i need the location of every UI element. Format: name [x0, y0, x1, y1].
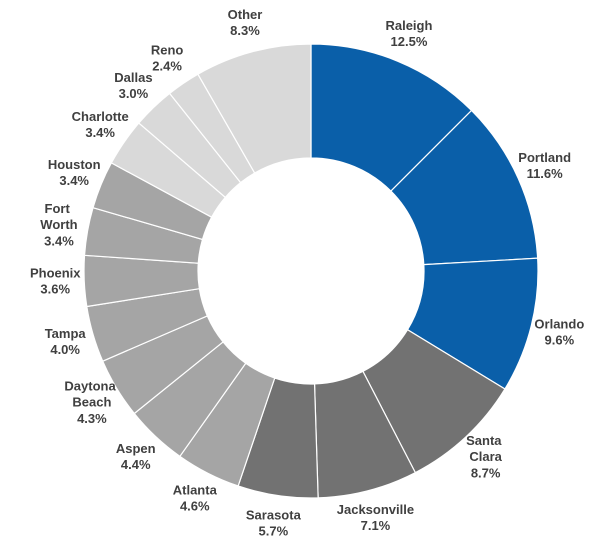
slice-value-label: 3.4% [59, 173, 89, 188]
slice-value-label: 4.6% [180, 499, 210, 514]
slice-label: Tampa [45, 326, 87, 341]
slice-value-label: 2.4% [152, 59, 182, 74]
slice-label: Phoenix [30, 266, 81, 281]
slice-label: Aspen [116, 441, 156, 456]
slice-label: Houston [48, 157, 101, 172]
slice-label: Other [228, 7, 263, 22]
slice-value-label: 3.4% [85, 125, 115, 140]
slice-value-label: 4.3% [77, 411, 107, 426]
slice-value-label: 8.3% [230, 23, 260, 38]
slice-value-label: 4.4% [121, 457, 151, 472]
slice-label: Orlando [534, 317, 584, 332]
slice-label: Daytona Beach [64, 379, 119, 410]
slice-label: Fort Worth [40, 202, 77, 233]
slice-value-label: 3.6% [40, 282, 70, 297]
slice-value-label: 11.6% [527, 166, 564, 181]
slice-label: Dallas [114, 70, 152, 85]
slice-value-label: 3.4% [44, 234, 74, 249]
slice-label: Charlotte [72, 109, 129, 124]
slice-value-label: 3.0% [119, 86, 149, 101]
slice-label: Raleigh [385, 18, 432, 33]
slice-value-label: 12.5% [391, 34, 428, 49]
slice-label: Reno [151, 43, 184, 58]
slice-label: Jacksonville [337, 502, 414, 517]
donut-slice [197, 43, 312, 174]
slice-label: Sarasota [246, 508, 302, 523]
slice-value-label: 4.0% [50, 342, 80, 357]
slice-label: Santa Clara [466, 434, 505, 465]
slice-value-label: 8.7% [471, 466, 501, 481]
slice-value-label: 5.7% [259, 524, 289, 539]
slice-value-label: 9.6% [545, 333, 575, 348]
slice-label: Portland [518, 150, 571, 165]
slice-label: Atlanta [173, 483, 218, 498]
slice-value-label: 7.1% [361, 518, 391, 533]
